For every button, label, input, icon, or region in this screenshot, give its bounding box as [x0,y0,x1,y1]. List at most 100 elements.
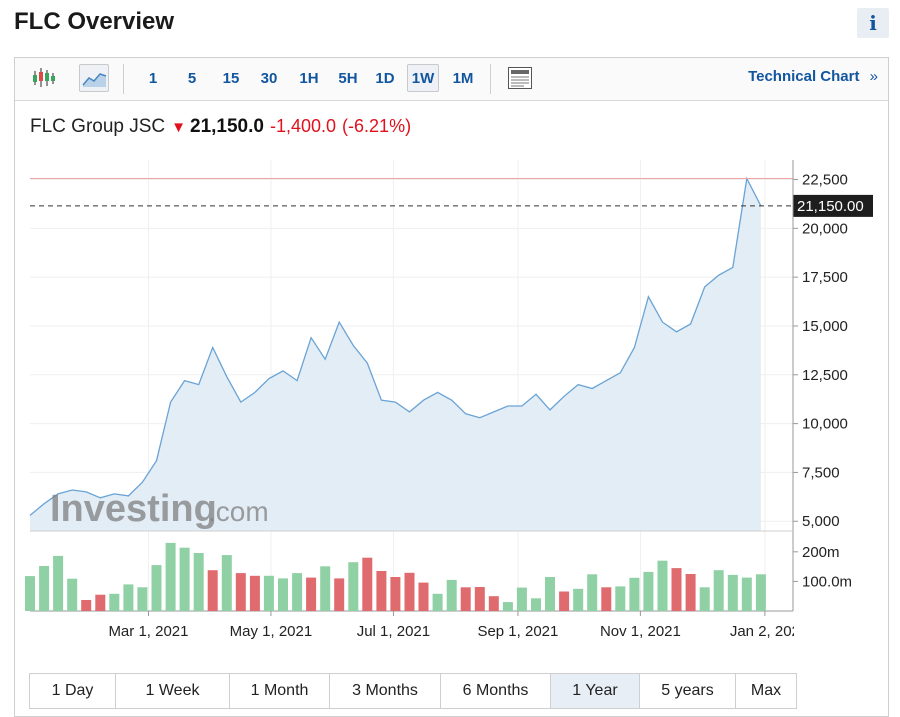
interval-15[interactable]: 15 [222,70,240,87]
down-arrow-icon: ▼ [171,119,187,136]
interval-1w[interactable]: 1W [407,64,439,92]
volume-bar [713,570,724,611]
volume-bar [179,547,190,611]
price-chart[interactable]: Investing.com 5,000 7,500 10,000 12,500 15,00… [0,0,900,670]
price-change: -1,400.0 [269,116,337,136]
volume-bar [418,582,429,611]
price-line [29,176,762,516]
volume-bar [587,574,598,611]
volume-bar [643,571,654,611]
volume-bar [657,560,668,611]
range-3-months[interactable]: 3 Months [330,674,441,708]
interval-5[interactable]: 5 [187,70,197,87]
volume-bar [39,566,50,611]
volume-bar [221,555,232,611]
volume-bar [601,587,612,611]
interval-1d[interactable]: 1D [375,70,395,87]
double-chevron-right-icon: » [869,68,878,85]
price-axis-label: 15,000 [802,318,848,335]
price-axis-label: 17,500 [802,269,848,286]
range-max[interactable]: Max [736,674,796,708]
current-price-label: 21,150.00 [797,198,864,215]
range-5-years[interactable]: 5 years [640,674,736,708]
volume-bar [193,553,204,611]
time-axis-label: Jul 1, 2021 [357,623,430,640]
volume-bar [390,577,401,611]
time-axis-label: Sep 1, 2021 [477,623,558,640]
label-clip-mask [794,619,802,643]
page-title: FLC Overview [14,8,175,35]
interval-30[interactable]: 30 [260,70,278,87]
range-1-year[interactable]: 1 Year [551,674,640,708]
volume-axis-label: 200m [802,544,840,561]
current-price-badge [793,194,873,217]
instrument-name: FLC Group JSC [30,116,166,137]
volume-bar [545,577,555,611]
volume-bar [292,573,303,611]
volume-bar [502,602,513,611]
volume-bar [165,542,176,611]
quote-line: FLC Group JSC ▼ 21,150.0 -1,400.0 (-6.21%) [30,116,411,138]
volume-bar [685,574,696,611]
volume-axis-label: 100.0m [802,573,852,590]
candlestick-chart-icon[interactable] [28,64,58,92]
range-6-months[interactable]: 6 Months [441,674,551,708]
volume-bar [123,584,134,611]
volume-bar [615,586,626,611]
volume-bar [727,574,738,611]
volume-bar [137,587,148,611]
volume-bar [306,577,317,611]
info-button[interactable]: i [857,8,889,38]
volume-bar [81,600,92,611]
price-axis-label: 5,000 [802,513,840,530]
volume-bar [334,578,345,611]
watermark-suffix: .com [208,496,269,527]
toolbar-divider [123,64,124,94]
price-axis-label: 22,500 [802,172,848,189]
watermark-brand: Investing [50,488,217,530]
volume-bar [249,575,260,611]
volume-bar [488,596,499,611]
volume-bar [376,571,387,611]
volume-bar [432,593,443,611]
technical-chart-link[interactable]: Technical Chart » [748,68,878,85]
volume-bar [629,577,640,611]
volume-bar [671,568,682,611]
price-axis-label: 7,500 [802,464,840,481]
technical-chart-label: Technical Chart [748,68,860,85]
volume-bar [53,555,64,611]
volume-bar [362,557,373,611]
news-overlay-icon[interactable] [505,64,535,92]
range-1-month[interactable]: 1 Month [230,674,330,708]
volume-bar [404,572,415,611]
volume-bar [263,575,274,611]
volume-bar [207,570,218,611]
volume-bar [95,594,106,611]
volume-bar [699,587,710,611]
price-area-fill [30,178,761,531]
interval-1[interactable]: 1 [148,70,158,87]
volume-bar [559,591,570,611]
volume-bar [151,565,162,611]
time-axis-label: Jan 2, 202 [730,623,800,640]
volume-bar [755,574,766,611]
interval-1h[interactable]: 1H [299,70,319,87]
volume-bar [573,588,584,611]
range-1-day[interactable]: 1 Day [30,674,116,708]
interval-1m[interactable]: 1M [452,70,474,87]
volume-bar [109,593,120,611]
interval-5h[interactable]: 5H [338,70,358,87]
time-axis-label: Mar 1, 2021 [108,623,188,640]
area-chart-icon[interactable] [79,64,109,92]
range-selector: 1 Day 1 Week 1 Month 3 Months 6 Months 1 Year… [29,673,797,709]
range-1-week[interactable]: 1 Week [116,674,230,708]
volume-bar [320,566,331,611]
volume-bar [446,579,457,611]
price-axis-label: 20,000 [802,220,848,237]
time-axis-label: Nov 1, 2021 [600,623,681,640]
volume-bar [516,587,527,611]
volume-bar [741,577,752,611]
volume-bar [25,576,35,611]
toolbar-divider [490,64,491,94]
price-change-percent: (-6.21%) [342,116,412,136]
